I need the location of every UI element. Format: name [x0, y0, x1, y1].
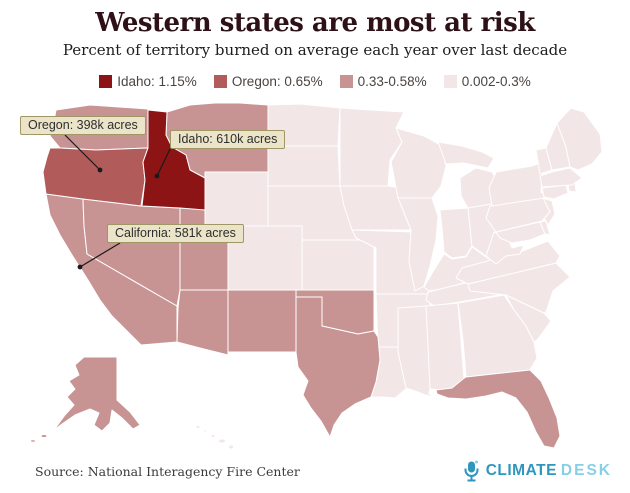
state-SD: [267, 145, 341, 187]
leader-line-oregon: [64, 134, 101, 171]
legend: Idaho: 1.15% Oregon: 0.65% 0.33-0.58% 0.…: [0, 74, 630, 89]
legend-swatch-oregon: [213, 75, 227, 88]
leader-dot-oregon: [97, 167, 103, 173]
state-AK-island: [40, 434, 48, 438]
logo-text: CLIMATE DESK: [486, 462, 612, 480]
state-IN: [439, 207, 473, 259]
state-HI: [203, 429, 207, 433]
callout-oregon: Oregon: 398k acres: [20, 116, 146, 135]
page-subtitle: Percent of territory burned on average e…: [62, 41, 568, 59]
state-MA: [539, 167, 583, 188]
legend-swatch-mid: [339, 75, 353, 88]
state-MI-upper: [437, 141, 495, 169]
legend-label-oregon: Oregon: 0.65%: [231, 74, 323, 89]
legend-item-mid: 0.33-0.58%: [339, 74, 427, 89]
legend-item-oregon: Oregon: 0.65%: [213, 74, 323, 89]
leader-dot-idaho: [154, 173, 160, 179]
state-HI: [210, 434, 216, 438]
state-WI: [390, 127, 447, 199]
legend-swatch-low: [443, 75, 457, 88]
state-AL: [425, 302, 465, 392]
state-DE: [539, 220, 551, 236]
microphone-icon: [464, 460, 479, 482]
state-IL: [397, 197, 439, 292]
state-NM: [227, 289, 297, 353]
legend-item-low: 0.002-0.3%: [443, 74, 531, 89]
callout-idaho: Idaho: 610k acres: [170, 130, 286, 149]
state-WV: [485, 231, 525, 265]
legend-swatch-idaho: [99, 75, 113, 88]
state-WY: [204, 171, 269, 227]
state-HI: [195, 425, 201, 429]
logo-climate: CLIMATE: [485, 462, 557, 479]
header: Western states are most at risk Percent …: [0, 8, 630, 59]
state-NC: [467, 262, 571, 314]
state-KS: [301, 239, 375, 291]
legend-label-mid: 0.33-0.58%: [357, 74, 427, 89]
state-ME: [556, 107, 603, 171]
state-AK-island: [30, 439, 36, 443]
legend-item-idaho: Idaho: 1.15%: [99, 74, 197, 89]
state-AK: [53, 356, 141, 432]
state-HI: [218, 438, 226, 444]
leader-dot-california: [77, 264, 83, 270]
state-AZ: [176, 289, 229, 356]
state-FL: [435, 369, 561, 449]
state-SC: [505, 294, 552, 343]
source-note: Source: National Interagency Fire Center: [35, 464, 300, 479]
leader-line-idaho: [156, 144, 173, 177]
climate-desk-logo: CLIMATE DESK: [462, 460, 612, 482]
legend-label-idaho: Idaho: 1.15%: [117, 74, 197, 89]
state-TX: [295, 296, 381, 438]
state-VA: [455, 240, 561, 285]
leader-line-california: [79, 242, 121, 268]
state-HI: [228, 444, 234, 450]
state-GA: [457, 294, 538, 378]
legend-label-low: 0.002-0.3%: [461, 74, 531, 89]
logo-desk: DESK: [560, 462, 612, 479]
callout-california: California: 581k acres: [107, 224, 244, 243]
page-title: Western states are most at risk: [95, 8, 535, 38]
state-ID: [141, 109, 206, 211]
